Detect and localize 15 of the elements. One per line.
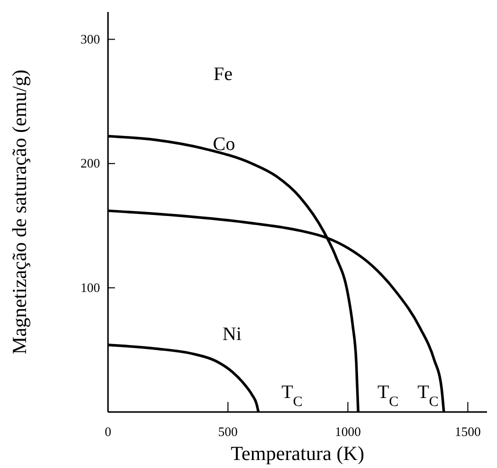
annotation: T$_{C}$ xyxy=(281,382,303,410)
annotation: Fe xyxy=(214,64,232,85)
x-tick-label: 0 xyxy=(104,424,112,439)
x-tick-label: 500 xyxy=(218,424,238,439)
y-tick-label: 100 xyxy=(80,280,100,295)
y-axis-title: Magnetização de saturação (emu/g) xyxy=(9,70,31,354)
annotation: Ni xyxy=(222,324,242,345)
annotation: T$_{C}$ xyxy=(377,382,399,410)
x-tick-label: 1000 xyxy=(334,424,361,439)
x-tick-label: 1500 xyxy=(454,424,481,439)
annotation: T$_{C}$ xyxy=(417,382,439,410)
y-tick-label: 200 xyxy=(80,156,100,171)
x-axis-title: Temperatura (K) xyxy=(230,443,364,465)
y-tick-label: 300 xyxy=(80,31,100,46)
annotation: Co xyxy=(212,134,236,155)
